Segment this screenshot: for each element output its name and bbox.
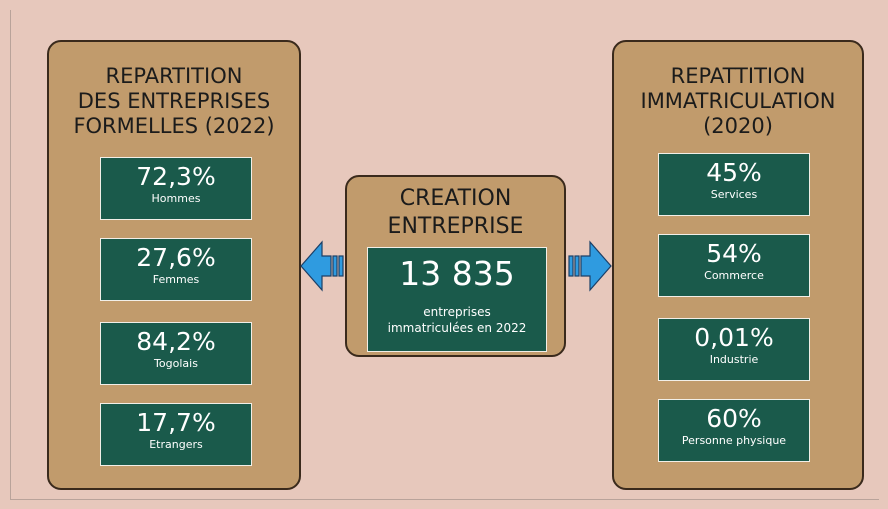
stat-label: Personne physique	[681, 434, 787, 447]
stat-box: 84,2% Togolais	[100, 322, 252, 385]
stat-value: 45%	[706, 158, 762, 187]
stat-value: 54%	[706, 239, 762, 268]
stat-box: 54% Commerce	[658, 234, 810, 297]
stat-label: Services	[710, 188, 758, 201]
center-panel: CREATION ENTREPRISE 13 835 entreprises i…	[345, 175, 566, 357]
title-line: FORMELLES (2022)	[73, 114, 275, 138]
stat-label: Commerce	[704, 269, 764, 282]
stat-box: 60% Personne physique	[658, 399, 810, 462]
center-title: CREATION ENTREPRISE	[347, 185, 564, 241]
stat-box: 27,6% Femmes	[100, 238, 252, 301]
right-title: REPATTITION IMMATRICULATION (2020)	[614, 64, 862, 139]
stat-box: 0,01% Industrie	[658, 318, 810, 381]
stat-box: 72,3% Hommes	[100, 157, 252, 220]
stat-value: 60%	[706, 404, 762, 433]
stat-value: 84,2%	[136, 327, 216, 356]
stat-box: 17,7% Etrangers	[100, 403, 252, 466]
left-arrow	[300, 240, 344, 292]
stat-label: Industrie	[709, 353, 759, 366]
stat-label: Hommes	[151, 192, 201, 205]
stat-box: 45% Services	[658, 153, 810, 216]
title-line: IMMATRICULATION	[640, 89, 836, 113]
stat-label: Togolais	[154, 357, 198, 370]
stat-value: 17,7%	[136, 408, 216, 437]
stat-label: Femmes	[152, 273, 200, 286]
center-label: entreprises	[423, 305, 491, 319]
center-label: immatriculées en 2022	[387, 321, 527, 335]
stat-label: Etrangers	[149, 438, 203, 451]
title-line: (2020)	[703, 114, 773, 138]
title-line: REPATTITION	[670, 64, 806, 88]
stat-value: 0,01%	[694, 323, 774, 352]
title-line: REPARTITION	[105, 64, 243, 88]
title-line: CREATION	[399, 186, 512, 211]
right-arrow	[568, 240, 612, 292]
title-line: ENTREPRISE	[387, 214, 524, 239]
center-box: 13 835 entreprises immatriculées en 2022	[367, 247, 547, 352]
stat-value: 72,3%	[136, 162, 216, 191]
center-value: 13 835	[399, 254, 515, 293]
page-frame	[10, 10, 879, 500]
title-line: DES ENTREPRISES	[77, 89, 271, 113]
stat-value: 27,6%	[136, 243, 216, 272]
left-title: REPARTITION DES ENTREPRISES FORMELLES (2…	[49, 64, 299, 139]
